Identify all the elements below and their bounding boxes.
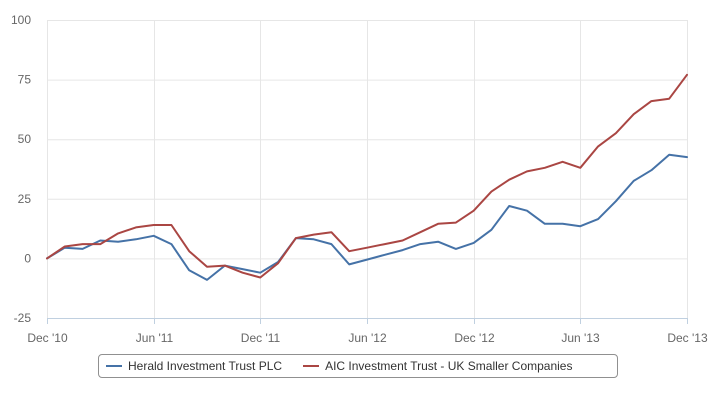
series-lines [46,73,688,281]
legend-label-aic: AIC Investment Trust - UK Smaller Compan… [325,359,573,373]
y-tick-label: 0 [24,251,31,265]
x-tick-label: Dec '13 [667,331,708,345]
y-tick-label: 25 [18,192,32,206]
legend-item-aic[interactable]: AIC Investment Trust - UK Smaller Compan… [303,359,572,373]
x-tick-label: Jun '11 [136,331,174,345]
x-axis-tick-labels: Dec '10 Jun '11 Dec '11 Jun '12 Dec '12 Jun '… [27,331,708,345]
y-axis-tick-labels: -25 0 25 50 75 100 [11,13,31,325]
x-tick-label: Dec '12 [454,331,495,345]
y-tick-label: -25 [14,311,32,325]
gridlines [47,20,688,319]
legend-swatch-herald [106,365,122,367]
legend-swatch-aic [303,365,320,367]
chart-legend: Herald Investment Trust PLC AIC Investme… [98,354,618,378]
line-chart: -25 0 25 50 75 100 Dec '10 Jun '11 Dec '11 Jun '… [11,13,708,345]
x-tick-label: Jun '13 [561,331,600,345]
x-tick-label: Jun '12 [348,331,387,345]
legend-label-herald: Herald Investment Trust PLC [128,359,283,373]
x-tick-label: Dec '10 [27,331,68,345]
legend-item-herald[interactable]: Herald Investment Trust PLC [106,359,282,373]
y-tick-label: 50 [18,132,32,146]
y-tick-label: 100 [11,13,31,27]
x-tick-label: Dec '11 [241,331,281,345]
series-line-herald [46,153,688,281]
series-line-aic [46,73,688,279]
axes [47,318,688,324]
y-tick-label: 75 [18,73,32,87]
